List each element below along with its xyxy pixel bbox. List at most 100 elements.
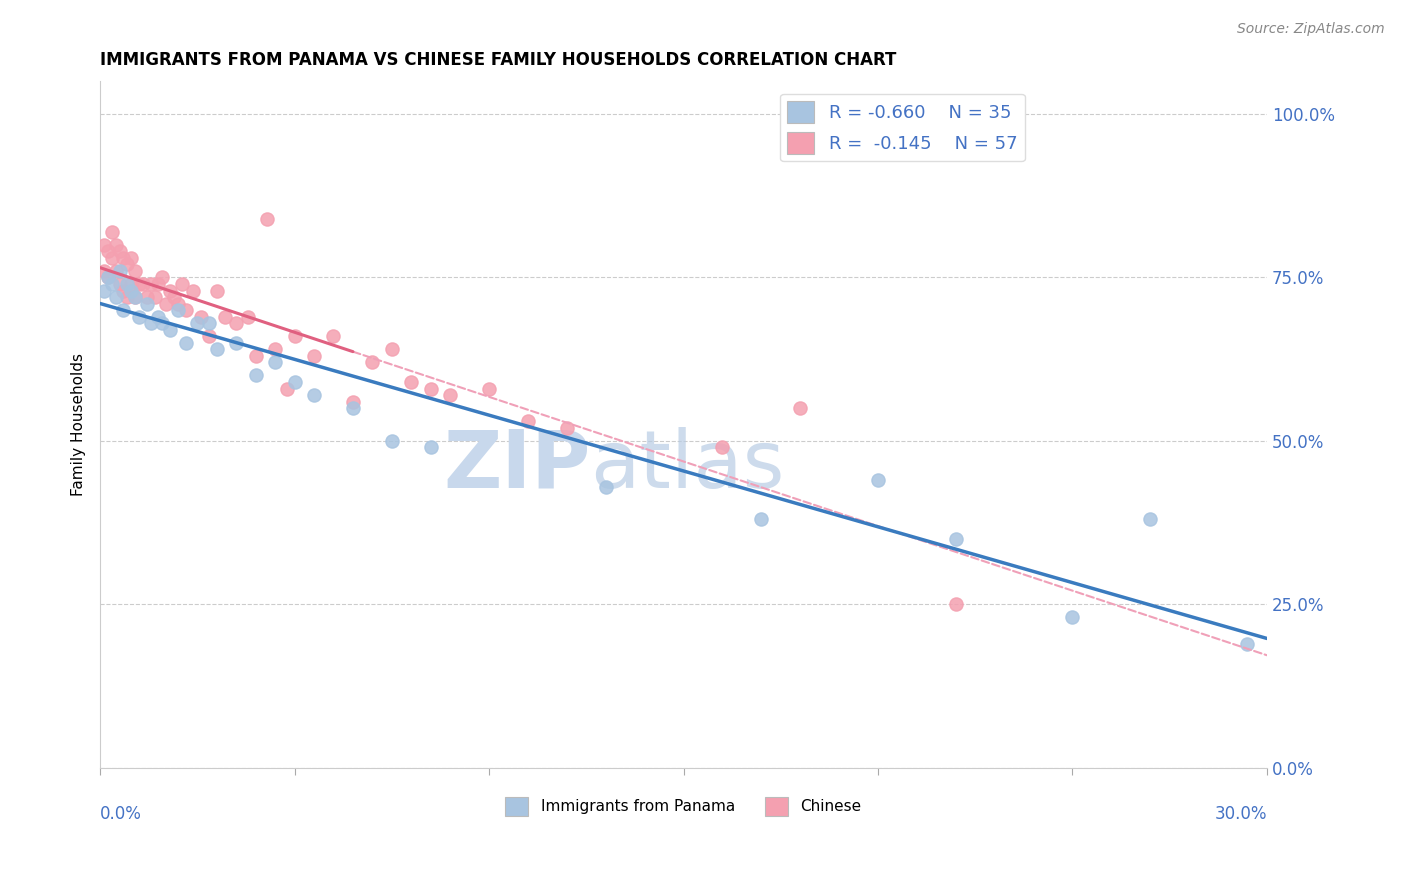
Point: [381, 434, 404, 448]
Point: [163, 290, 186, 304]
Point: [361, 355, 384, 369]
Point: [595, 480, 617, 494]
Point: [112, 303, 135, 318]
Point: [150, 270, 173, 285]
Point: [302, 388, 325, 402]
Point: [120, 251, 142, 265]
Point: [945, 597, 967, 611]
Point: [186, 316, 208, 330]
Point: [516, 414, 538, 428]
Point: [322, 329, 344, 343]
Point: [101, 251, 124, 265]
Point: [236, 310, 259, 324]
Point: [256, 211, 278, 226]
Point: [167, 296, 190, 310]
Legend: Immigrants from Panama, Chinese: Immigrants from Panama, Chinese: [499, 791, 868, 822]
Point: [104, 264, 127, 278]
Text: 0.0%: 0.0%: [100, 805, 142, 823]
Point: [93, 237, 115, 252]
Point: [148, 277, 170, 291]
Point: [112, 251, 135, 265]
Point: [135, 296, 157, 310]
Point: [135, 290, 157, 304]
Text: Source: ZipAtlas.com: Source: ZipAtlas.com: [1237, 22, 1385, 37]
Point: [214, 310, 236, 324]
Point: [245, 368, 267, 383]
Point: [439, 388, 461, 402]
Point: [170, 277, 193, 291]
Point: [159, 323, 181, 337]
Point: [97, 244, 120, 259]
Point: [124, 264, 146, 278]
Point: [104, 290, 127, 304]
Point: [155, 296, 177, 310]
Point: [401, 375, 423, 389]
Point: [108, 264, 131, 278]
Point: [143, 290, 166, 304]
Point: [276, 382, 298, 396]
Point: [284, 329, 307, 343]
Point: [245, 349, 267, 363]
Point: [139, 277, 162, 291]
Point: [108, 244, 131, 259]
Point: [342, 394, 364, 409]
Point: [112, 284, 135, 298]
Point: [342, 401, 364, 416]
Point: [419, 382, 441, 396]
Point: [93, 284, 115, 298]
Point: [1236, 636, 1258, 650]
Point: [128, 310, 150, 324]
Point: [108, 277, 131, 291]
Point: [150, 316, 173, 330]
Point: [97, 270, 120, 285]
Point: [1062, 610, 1084, 624]
Point: [148, 310, 170, 324]
Point: [789, 401, 811, 416]
Point: [183, 284, 205, 298]
Point: [419, 441, 441, 455]
Point: [117, 290, 139, 304]
Point: [225, 335, 247, 350]
Point: [97, 270, 120, 285]
Point: [264, 355, 287, 369]
Y-axis label: Family Households: Family Households: [72, 353, 86, 496]
Point: [711, 441, 734, 455]
Point: [120, 284, 142, 298]
Point: [124, 290, 146, 304]
Point: [264, 343, 287, 357]
Point: [174, 335, 197, 350]
Text: atlas: atlas: [591, 426, 785, 505]
Point: [1139, 512, 1161, 526]
Point: [117, 257, 139, 271]
Text: IMMIGRANTS FROM PANAMA VS CHINESE FAMILY HOUSEHOLDS CORRELATION CHART: IMMIGRANTS FROM PANAMA VS CHINESE FAMILY…: [100, 51, 897, 69]
Point: [159, 284, 181, 298]
Point: [132, 277, 155, 291]
Point: [101, 225, 124, 239]
Point: [205, 284, 228, 298]
Point: [198, 329, 221, 343]
Point: [555, 421, 578, 435]
Point: [117, 277, 139, 291]
Point: [478, 382, 501, 396]
Point: [120, 277, 142, 291]
Point: [198, 316, 221, 330]
Point: [205, 343, 228, 357]
Point: [128, 277, 150, 291]
Point: [167, 303, 190, 318]
Point: [101, 277, 124, 291]
Point: [945, 532, 967, 546]
Point: [284, 375, 307, 389]
Point: [139, 316, 162, 330]
Text: ZIP: ZIP: [443, 426, 591, 505]
Point: [381, 343, 404, 357]
Point: [190, 310, 212, 324]
Point: [749, 512, 772, 526]
Text: 30.0%: 30.0%: [1215, 805, 1267, 823]
Point: [302, 349, 325, 363]
Point: [124, 290, 146, 304]
Point: [93, 264, 115, 278]
Point: [104, 237, 127, 252]
Point: [225, 316, 247, 330]
Point: [174, 303, 197, 318]
Point: [866, 473, 889, 487]
